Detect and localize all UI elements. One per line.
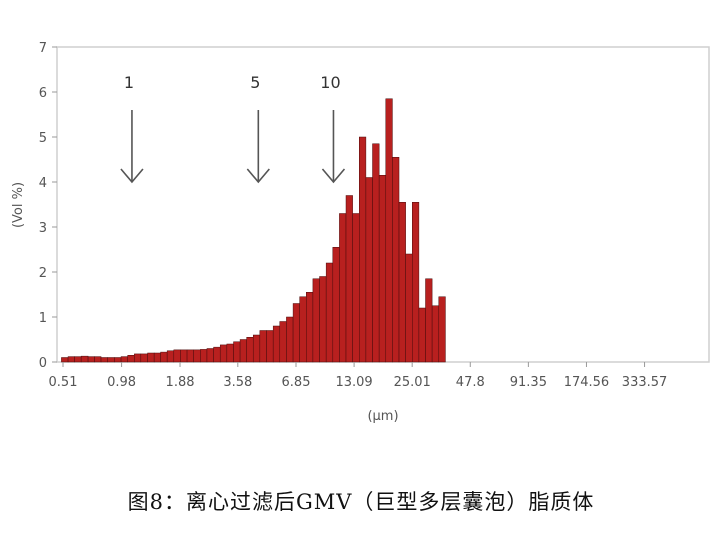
histogram-bar xyxy=(425,278,433,363)
histogram-bars xyxy=(61,98,446,363)
histogram-bar xyxy=(325,262,334,363)
histogram-bar xyxy=(166,350,175,363)
y-tick-label: 4 xyxy=(39,176,47,191)
histogram-bar xyxy=(352,213,360,363)
histogram-bar xyxy=(312,278,320,363)
y-tick-label: 0 xyxy=(39,356,47,371)
histogram-bar xyxy=(272,325,281,363)
histogram-bar xyxy=(153,352,161,363)
histogram-bar xyxy=(246,337,254,363)
histogram-bar xyxy=(385,98,393,363)
annotation-arrow-head xyxy=(321,168,346,184)
annotation-label: 1 xyxy=(124,73,134,92)
histogram-bar xyxy=(359,136,367,363)
x-tick-label: 13.09 xyxy=(335,375,372,390)
histogram-bar xyxy=(127,355,135,363)
histogram-bar xyxy=(193,349,201,363)
y-tick-label: 2 xyxy=(39,266,47,281)
x-tick-label: 47.8 xyxy=(456,375,485,390)
histogram-bar xyxy=(319,276,327,363)
y-tick-label: 1 xyxy=(39,311,47,326)
histogram-bar xyxy=(252,334,261,363)
histogram-bar xyxy=(80,355,89,363)
histogram-bar xyxy=(233,341,241,363)
x-tick-label: 6.85 xyxy=(282,375,311,390)
y-tick-label: 6 xyxy=(39,86,47,101)
histogram-bar xyxy=(431,305,440,363)
histogram-bar xyxy=(200,349,208,363)
histogram-bar xyxy=(173,349,181,363)
x-tick-label: 1.88 xyxy=(166,375,195,390)
x-tick-label: 0.98 xyxy=(107,375,136,390)
histogram-bar xyxy=(67,356,75,363)
x-tick-label: 3.58 xyxy=(223,375,252,390)
histogram-bar xyxy=(100,357,108,363)
y-tick-label: 7 xyxy=(39,41,47,56)
histogram-bar xyxy=(61,357,69,363)
histogram-bar xyxy=(392,157,400,363)
x-tick-label: 25.01 xyxy=(394,375,431,390)
histogram-bar xyxy=(345,195,353,363)
histogram-bar xyxy=(378,175,387,363)
annotation-arrow-head xyxy=(120,168,144,184)
x-tick-label: 333.57 xyxy=(622,375,668,390)
histogram-bar xyxy=(372,143,380,363)
histogram-bar xyxy=(266,330,274,363)
histogram-bar xyxy=(94,356,102,363)
histogram-bar xyxy=(405,253,413,363)
histogram-bar xyxy=(292,303,300,363)
x-tick-label: 174.56 xyxy=(564,375,610,390)
histogram-bar xyxy=(74,356,82,363)
histogram-bar xyxy=(180,349,188,363)
histogram-bar xyxy=(286,316,294,363)
y-axis-label: (Vol %) xyxy=(11,182,26,228)
histogram-bar xyxy=(87,356,95,363)
histogram-bar xyxy=(107,357,115,363)
x-tick-label: 0.51 xyxy=(49,375,78,390)
x-tick-label: 91.35 xyxy=(510,375,547,390)
histogram-bar xyxy=(147,352,155,363)
histogram-bar xyxy=(339,213,347,363)
y-axis-ticks: 0 1 2 3 4 5 6 7 xyxy=(39,41,57,371)
histogram-bar xyxy=(213,346,221,363)
histogram-bar xyxy=(299,296,307,363)
x-axis-label: (µm) xyxy=(367,409,398,424)
y-tick-label: 5 xyxy=(39,131,47,146)
histogram-bar xyxy=(279,321,287,363)
histogram-bar xyxy=(239,339,247,363)
histogram-bar xyxy=(140,353,148,363)
histogram-bar xyxy=(134,353,142,363)
annotation-arrow-head xyxy=(246,168,270,184)
histogram-bar xyxy=(114,357,122,363)
histogram-bar xyxy=(186,349,194,363)
x-axis-ticks: 0.51 0.98 1.88 3.58 6.85 13.09 25.01 47.8 91.35 1… xyxy=(49,362,668,390)
histogram-bar xyxy=(365,177,373,363)
histogram-bar xyxy=(160,351,168,363)
histogram-bar xyxy=(412,202,420,363)
histogram-bar xyxy=(120,356,128,363)
histogram-bar xyxy=(398,202,406,363)
figure-caption: 图8：离心过滤后GMV（巨型多层囊泡）脂质体 xyxy=(127,490,595,514)
annotation-label: 10 xyxy=(320,73,340,92)
histogram-bar xyxy=(306,292,314,363)
histogram-bar xyxy=(259,330,267,363)
histogram-bar xyxy=(332,247,340,363)
y-tick-label: 3 xyxy=(39,221,47,236)
histogram-bar xyxy=(438,296,446,363)
histogram-bar xyxy=(206,348,214,363)
histogram-bar xyxy=(418,307,426,363)
annotation-label: 5 xyxy=(250,73,260,92)
histogram-bar xyxy=(219,344,228,363)
annotations: 1 5 10 xyxy=(120,73,346,184)
histogram-bar xyxy=(226,343,234,363)
